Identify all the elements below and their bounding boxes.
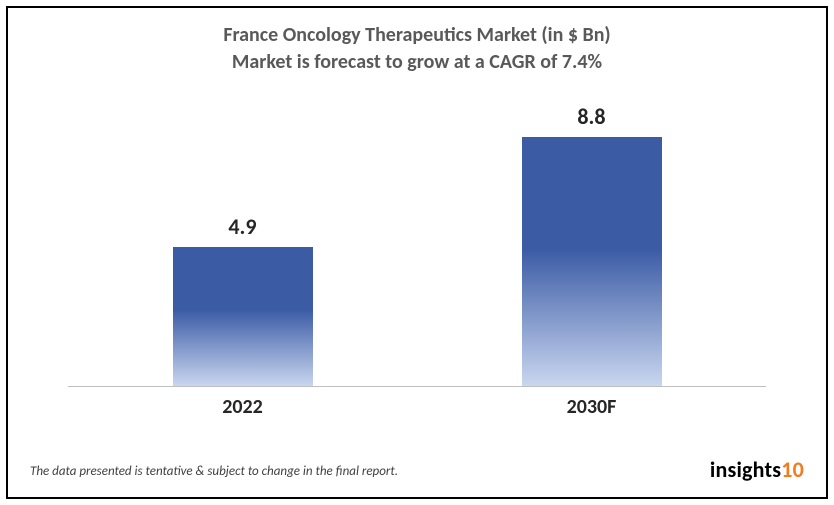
bar-slot-0: 4.9 [68,108,417,387]
chart-xaxis: 2022 2030F [68,395,766,425]
chart-plot-area: 4.9 8.8 [68,108,766,387]
chart-title-line2: Market is forecast to grow at a CAGR of … [8,49,826,76]
xaxis-category-1: 2030F [417,395,766,419]
chart-bar-1 [522,137,662,386]
chart-frame: France Oncology Therapeutics Market (in … [6,6,828,499]
xaxis-category-0: 2022 [68,395,417,419]
brand-logo-text: insights [710,456,781,483]
bar-value-label-1: 8.8 [577,103,605,130]
chart-title-block: France Oncology Therapeutics Market (in … [8,8,826,76]
bar-value-label-0: 4.9 [228,213,256,240]
chart-title-line1: France Oncology Therapeutics Market (in … [8,22,826,49]
disclaimer-text: The data presented is tentative & subjec… [30,464,398,479]
chart-bar-0 [173,247,313,386]
brand-logo: insights10 [710,456,804,483]
brand-logo-suffix: 10 [781,456,804,483]
bar-slot-1: 8.8 [417,108,766,387]
